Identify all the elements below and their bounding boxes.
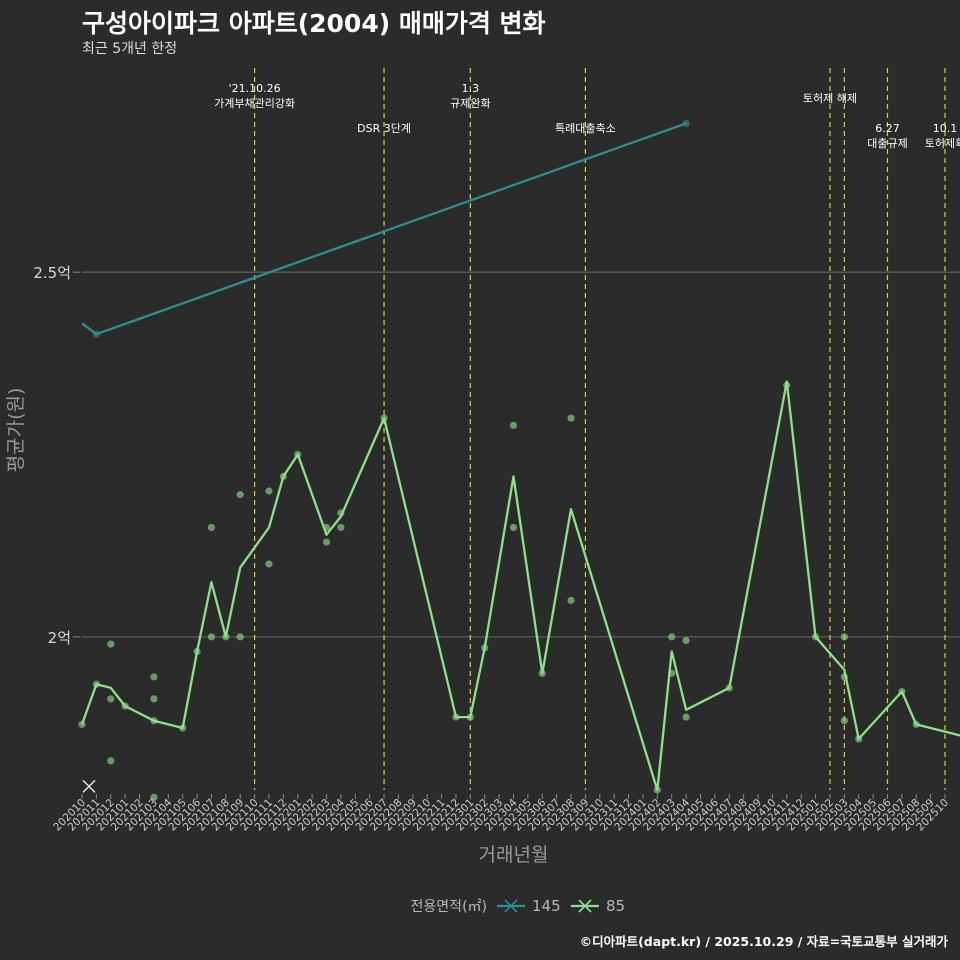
x-marker-glyph	[82, 779, 96, 793]
event-label: 6.27	[875, 122, 900, 135]
data-point	[207, 633, 216, 641]
legend-item-145: 145	[497, 897, 561, 915]
axis-layer: 2.5억2억2020102020112020122021012021022021…	[5, 264, 951, 866]
y-tick-label: 2억	[48, 629, 71, 647]
data-point	[92, 330, 100, 338]
event-label: 대출규제	[867, 137, 907, 150]
data-point	[682, 636, 690, 645]
data-point	[466, 713, 474, 721]
data-point	[567, 596, 575, 604]
credit-text: ©디아파트(dapt.kr) / 2025.10.29 / 자료=국토교통부 실…	[579, 934, 948, 949]
data-point	[682, 119, 690, 128]
data-point	[337, 523, 345, 532]
data-point	[294, 450, 302, 459]
data-point	[668, 633, 676, 641]
event-label: 규제완화	[450, 97, 490, 110]
data-point	[322, 538, 331, 546]
data-point	[92, 680, 100, 688]
data-point	[78, 720, 86, 728]
event-label: 1.3	[462, 82, 480, 95]
series-line-85	[80, 380, 960, 792]
chart-subtitle: 최근 5개년 한정	[82, 41, 178, 57]
data-point	[337, 509, 345, 517]
data-point	[265, 560, 273, 568]
data-point	[811, 633, 820, 641]
data-point	[179, 724, 187, 732]
legend: 전용면적(㎡) 145 85	[411, 897, 626, 915]
legend-label: 85	[606, 897, 625, 915]
event-label: 토허제 해제	[803, 91, 857, 105]
event-label: 10.1	[933, 122, 958, 135]
data-point	[322, 523, 331, 532]
data-point	[236, 633, 244, 641]
data-point	[653, 786, 661, 794]
event-label: 토허제확	[925, 137, 960, 150]
data-point	[279, 472, 287, 481]
data-point	[107, 757, 115, 765]
grid-lines	[73, 271, 960, 638]
data-point	[538, 669, 546, 677]
event-label: 가계부채관리강화	[214, 97, 295, 110]
legend-title: 전용면적(㎡)	[411, 899, 487, 915]
data-point	[682, 713, 690, 721]
series-layer	[78, 119, 960, 801]
data-point	[783, 381, 791, 389]
data-point	[121, 702, 129, 710]
data-point	[898, 687, 906, 696]
event-label: DSR 3단계	[357, 122, 411, 135]
data-point	[452, 713, 460, 721]
data-point	[380, 414, 388, 422]
y-axis-title: 평균가(원)	[5, 388, 27, 473]
event-label: '21.10.26	[229, 82, 281, 95]
data-point	[150, 717, 158, 725]
data-point	[265, 487, 273, 495]
data-point	[725, 684, 733, 692]
legend-item-85: 85	[571, 897, 625, 915]
data-point	[481, 644, 489, 652]
y-tick-label: 2.5억	[33, 264, 71, 282]
event-label: 특례대출축소	[555, 122, 616, 135]
data-point	[509, 421, 518, 429]
x-marker	[82, 779, 96, 793]
data-point	[150, 695, 158, 703]
data-point	[222, 633, 230, 641]
legend-label: 145	[532, 897, 561, 915]
data-point	[150, 673, 158, 681]
data-point	[840, 673, 848, 681]
data-point	[207, 523, 216, 532]
data-point	[107, 695, 115, 703]
legend-key-x	[504, 899, 518, 913]
data-point	[236, 491, 244, 499]
data-point	[567, 414, 575, 422]
data-point	[840, 633, 848, 641]
data-point	[668, 669, 676, 677]
data-point	[912, 720, 920, 728]
data-point	[193, 647, 201, 656]
data-point	[840, 717, 848, 725]
legend-key-x	[578, 899, 592, 913]
chart-title: 구성아이파크 아파트(2004) 매매가격 변화	[82, 9, 546, 38]
data-point	[107, 640, 115, 648]
x-axis-title: 거래년월	[479, 844, 549, 866]
data-point	[855, 735, 863, 743]
data-point	[509, 523, 518, 532]
